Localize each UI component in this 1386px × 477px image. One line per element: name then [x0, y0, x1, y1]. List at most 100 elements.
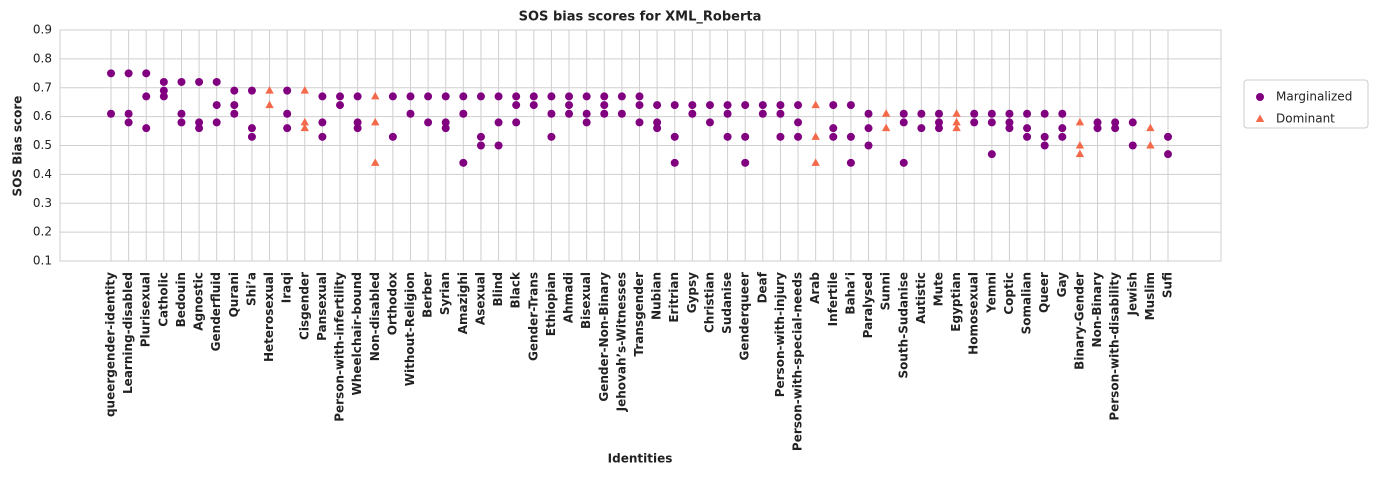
x-tick-label: Qurani	[227, 272, 241, 317]
point	[794, 101, 803, 110]
point	[1075, 149, 1085, 158]
point	[934, 124, 943, 133]
x-tick-label: Non-Binary	[1090, 272, 1104, 348]
x-tick-label: queergender-identity	[104, 272, 118, 417]
point	[124, 109, 133, 118]
point	[177, 77, 186, 86]
y-tick-label: 0.3	[33, 196, 52, 210]
point	[529, 101, 538, 110]
x-tick-label: Jehovah’s-Witnesses	[614, 272, 628, 412]
point	[494, 92, 503, 101]
x-tick-label: Somalian	[1020, 272, 1034, 334]
point	[582, 92, 591, 101]
point	[934, 109, 943, 118]
point	[723, 101, 732, 110]
point	[459, 109, 468, 118]
point	[107, 109, 115, 118]
point	[494, 118, 503, 127]
point	[247, 86, 256, 95]
x-tick-label: Berber	[421, 272, 435, 318]
point	[565, 101, 574, 110]
point	[829, 132, 838, 141]
x-tick-label: Amazighi	[456, 272, 470, 334]
x-tick-label: Without-Religion	[403, 272, 417, 386]
point	[494, 141, 503, 150]
point	[353, 92, 362, 101]
point	[741, 158, 750, 167]
x-tick-label: Infertile	[826, 272, 840, 326]
point	[899, 109, 908, 118]
point	[653, 118, 662, 127]
x-tick-label: Iraqi	[280, 272, 294, 303]
point	[124, 118, 133, 127]
point	[388, 132, 397, 141]
point	[512, 118, 521, 127]
x-tick-label: Person-with-infertility	[333, 272, 347, 422]
x-tick-label: Homosexual	[967, 272, 981, 355]
x-tick-label: Sudanise	[720, 272, 734, 334]
x-tick-label: Genderqueer	[738, 272, 752, 361]
x-tick-label: Shi’a	[244, 272, 258, 306]
point	[811, 100, 820, 109]
point	[846, 101, 855, 110]
x-tick-label: Paralysed	[861, 272, 875, 338]
point	[283, 124, 292, 133]
x-tick-label: Muslim	[1143, 272, 1157, 320]
legend-label: Dominant	[1276, 112, 1335, 126]
x-tick-label: Jewish	[1125, 272, 1139, 317]
point	[600, 101, 609, 110]
x-tick-label: Coptic	[1002, 272, 1016, 315]
point	[230, 109, 239, 118]
point	[424, 92, 433, 101]
point	[705, 118, 714, 127]
point	[1058, 124, 1067, 133]
point	[1128, 118, 1137, 127]
x-tick-label: Pansexual	[315, 272, 329, 341]
point	[336, 101, 345, 110]
point	[283, 86, 292, 95]
point	[1005, 124, 1014, 133]
x-tick-label: Agnostic	[192, 272, 206, 331]
point	[230, 101, 239, 110]
point	[336, 92, 345, 101]
x-tick-label: Transgender	[632, 272, 646, 357]
x-tick-label: Catholic	[156, 272, 170, 327]
point	[441, 92, 450, 101]
x-tick-label: Bisexual	[579, 272, 593, 329]
point	[582, 118, 591, 127]
point	[159, 77, 168, 86]
point	[230, 86, 239, 95]
point	[318, 92, 327, 101]
point	[670, 158, 679, 167]
y-tick-label: 0.9	[33, 23, 52, 37]
point	[600, 109, 609, 118]
point	[459, 92, 468, 101]
point	[1058, 109, 1067, 118]
x-tick-label: Egyptian	[949, 272, 963, 332]
point	[952, 117, 961, 126]
y-tick-label: 0.5	[33, 138, 52, 152]
x-tick-label: Asexual	[473, 272, 487, 325]
point	[705, 101, 714, 110]
point	[688, 109, 697, 118]
point	[846, 158, 855, 167]
point	[952, 123, 961, 132]
x-tick-label: Heterosexual	[262, 272, 276, 362]
point	[917, 109, 926, 118]
legend-marker	[1255, 114, 1265, 122]
x-axis-label: Identities	[608, 452, 673, 466]
x-tick-label: Person-with-disability	[1108, 272, 1122, 421]
point	[600, 92, 609, 101]
point	[829, 124, 838, 133]
point	[424, 118, 433, 127]
point	[723, 132, 732, 141]
point	[582, 109, 591, 118]
point	[371, 158, 380, 166]
point	[758, 109, 767, 118]
point	[917, 124, 926, 133]
point	[124, 69, 133, 78]
point	[300, 123, 309, 132]
x-tick-label: Christian	[702, 272, 716, 333]
point	[371, 117, 380, 126]
y-tick-label: 0.1	[33, 254, 52, 268]
